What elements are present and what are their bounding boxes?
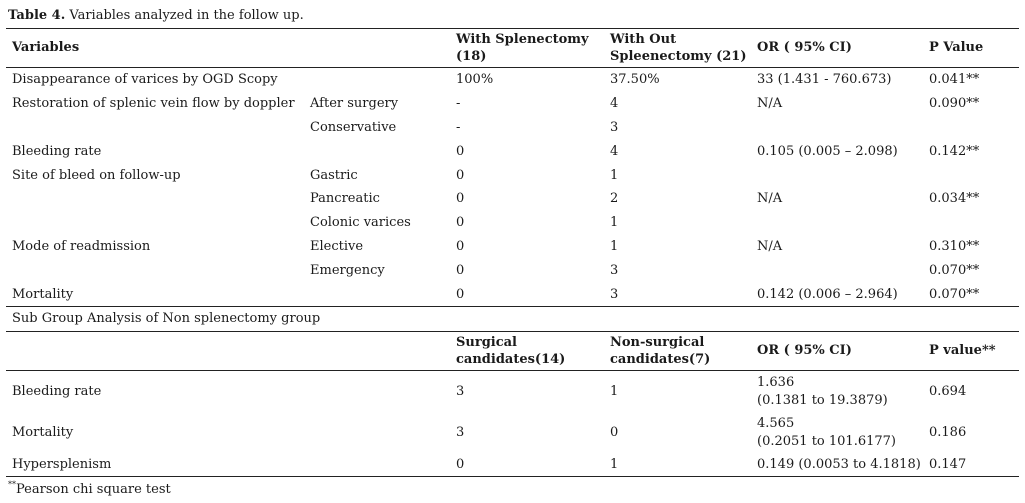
- footnote: **Pearson chi square test: [8, 480, 171, 498]
- cell-variable: Hypersplenism: [12, 457, 112, 472]
- cell-with-splenectomy: 0: [456, 191, 465, 206]
- cell-subcategory: Emergency: [310, 263, 385, 278]
- cell-with-splenectomy: -: [456, 120, 461, 135]
- cell-or: N/A: [757, 96, 783, 111]
- cell-with-splenectomy: 0: [456, 144, 465, 159]
- cell-with-splenectomy: 0: [456, 263, 465, 278]
- cell-subcategory: Elective: [310, 239, 364, 254]
- footnote-text: Pearson chi square test: [16, 482, 171, 497]
- cell-variable: Disappearance of varices by OGD Scopy: [12, 72, 278, 87]
- cell-or: 0.105 (0.005 – 2.098): [757, 144, 898, 159]
- footnote-mark: **: [8, 480, 16, 489]
- cell-variable: Mode of readmission: [12, 239, 151, 254]
- cell-with-splenectomy: 0: [456, 287, 465, 302]
- top-rule: [6, 28, 1019, 29]
- header-rule: [6, 67, 1019, 68]
- header-without-splenectomy-line1: With Out: [610, 32, 677, 47]
- subgroup-header-nonsurgical-line2: candidates(7): [610, 352, 711, 367]
- header-p-value: P Value: [929, 40, 984, 55]
- cell-p: 0.147: [929, 457, 967, 472]
- table-caption-text: Variables analyzed in the follow up.: [65, 8, 304, 23]
- subgroup-header-p: P value**: [929, 343, 996, 358]
- header-with-splenectomy-line2: (18): [456, 49, 487, 64]
- cell-without-splenectomy: 4: [610, 144, 619, 159]
- table-label: Table 4.: [8, 8, 66, 23]
- cell-variable: Mortality: [12, 425, 74, 440]
- cell-without-splenectomy: 2: [610, 191, 619, 206]
- cell-or-line1: 1.636: [757, 375, 795, 390]
- subgroup-header-surgical-line2: candidates(14): [456, 352, 566, 367]
- cell-surgical: 3: [456, 425, 465, 440]
- cell-variable: Bleeding rate: [12, 384, 102, 399]
- cell-variable: Restoration of splenic vein flow by dopp…: [12, 96, 295, 111]
- cell-without-splenectomy: 1: [610, 215, 619, 230]
- subgroup-top-rule: [6, 331, 1019, 332]
- bottom-rule: [6, 476, 1019, 477]
- cell-p: 0.034**: [929, 191, 980, 206]
- cell-without-splenectomy: 4: [610, 96, 619, 111]
- cell-or: 33 (1.431 - 760.673): [757, 72, 892, 87]
- cell-p: 0.041**: [929, 72, 980, 87]
- header-variables: Variables: [12, 40, 80, 55]
- cell-without-splenectomy: 3: [610, 263, 619, 278]
- cell-variable: Site of bleed on follow-up: [12, 168, 181, 183]
- cell-surgical: 0: [456, 457, 465, 472]
- cell-p: 0.070**: [929, 287, 980, 302]
- header-without-splenectomy-line2: Spleenectomy (21): [610, 49, 747, 64]
- cell-without-splenectomy: 3: [610, 287, 619, 302]
- cell-or-line1: 4.565: [757, 416, 795, 431]
- cell-subcategory: Colonic varices: [310, 215, 411, 230]
- subgroup-header-or: OR ( 95% CI): [757, 343, 852, 358]
- cell-without-splenectomy: 3: [610, 120, 619, 135]
- subgroup-header-surgical-line1: Surgical: [456, 335, 517, 350]
- section-rule: [6, 306, 1019, 307]
- cell-p: 0.070**: [929, 263, 980, 278]
- cell-or-line2: (0.2051 to 101.6177): [757, 434, 896, 449]
- cell-with-splenectomy: 0: [456, 215, 465, 230]
- cell-with-splenectomy: 0: [456, 168, 465, 183]
- cell-subcategory: Conservative: [310, 120, 397, 135]
- header-or: OR ( 95% CI): [757, 40, 852, 55]
- cell-p: 0.310**: [929, 239, 980, 254]
- cell-or: N/A: [757, 239, 783, 254]
- cell-p: 0.694: [929, 384, 967, 399]
- cell-variable: Bleeding rate: [12, 144, 102, 159]
- cell-subcategory: Pancreatic: [310, 191, 380, 206]
- cell-with-splenectomy: -: [456, 96, 461, 111]
- cell-nonsurgical: 1: [610, 457, 619, 472]
- cell-p: 0.186: [929, 425, 967, 440]
- cell-or-line2: (0.1381 to 19.3879): [757, 393, 888, 408]
- cell-subcategory: After surgery: [310, 96, 399, 111]
- cell-p: 0.090**: [929, 96, 980, 111]
- header-with-splenectomy-line1: With Splenectomy: [456, 32, 589, 47]
- cell-or: 0.142 (0.006 – 2.964): [757, 287, 898, 302]
- subgroup-title: Sub Group Analysis of Non splenectomy gr…: [12, 311, 321, 326]
- cell-nonsurgical: 0: [610, 425, 619, 440]
- cell-surgical: 3: [456, 384, 465, 399]
- subgroup-header-nonsurgical-line1: Non-surgical: [610, 335, 705, 350]
- cell-without-splenectomy: 37.50%: [610, 72, 660, 87]
- cell-with-splenectomy: 100%: [456, 72, 494, 87]
- cell-without-splenectomy: 1: [610, 168, 619, 183]
- cell-or: 0.149 (0.0053 to 4.1818): [757, 457, 921, 472]
- cell-or: N/A: [757, 191, 783, 206]
- cell-without-splenectomy: 1: [610, 239, 619, 254]
- cell-p: 0.142**: [929, 144, 980, 159]
- table-caption: Table 4. Variables analyzed in the follo…: [8, 8, 304, 24]
- cell-with-splenectomy: 0: [456, 239, 465, 254]
- cell-variable: Mortality: [12, 287, 74, 302]
- cell-subcategory: Gastric: [310, 168, 358, 183]
- subgroup-header-rule: [6, 370, 1019, 371]
- cell-nonsurgical: 1: [610, 384, 619, 399]
